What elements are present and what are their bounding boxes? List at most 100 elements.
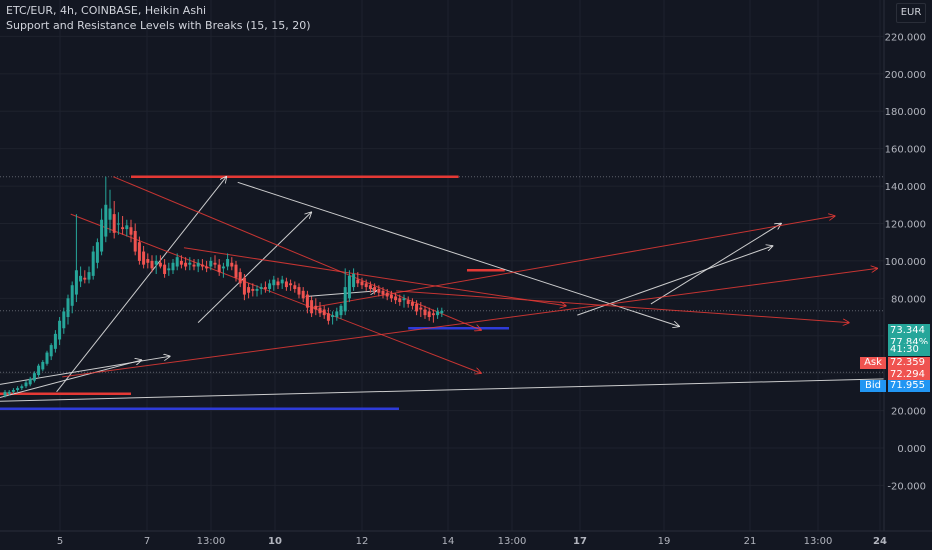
candle-body: [310, 300, 314, 314]
candle-body: [419, 307, 423, 310]
candle-body: [45, 352, 49, 364]
candle-body: [196, 262, 200, 267]
time-tick-label: 13:00: [498, 536, 527, 547]
trendline-red: [396, 290, 849, 323]
time-tick-label: 5: [57, 536, 63, 547]
candle-body: [66, 298, 70, 318]
price-axis[interactable]: 220.000 200.000 180.000 160.000 140.000 120.0…: [883, 0, 932, 550]
candle-body: [360, 281, 364, 286]
candle-body: [368, 285, 372, 289]
candle-body: [268, 283, 272, 289]
candle-body: [289, 283, 293, 286]
candle-body: [423, 309, 427, 316]
candle-body: [70, 285, 74, 306]
candle-body: [364, 283, 368, 288]
price-tick-label: 0.000: [897, 444, 926, 455]
candle-body: [125, 225, 129, 230]
time-tick-label: 12: [356, 536, 369, 547]
candle-body: [58, 320, 62, 340]
candle-body: [402, 298, 406, 301]
candle-body: [322, 309, 326, 316]
candle-body: [352, 273, 356, 288]
candle-body: [314, 305, 318, 310]
time-tick-label: 13:00: [197, 536, 226, 547]
candle-body: [41, 361, 45, 370]
candle-body: [7, 391, 11, 394]
candle-body: [217, 264, 221, 273]
candle-body: [137, 242, 141, 261]
candle-body: [129, 227, 133, 235]
grid: [0, 0, 884, 531]
candle-body: [284, 281, 288, 288]
price-tick-label: 140.000: [885, 182, 926, 193]
price-tick-label: 80.000: [891, 294, 926, 305]
candle-body: [24, 382, 28, 387]
time-tick-label: 10: [268, 536, 282, 547]
candle-body: [410, 302, 414, 306]
candle-body: [16, 388, 20, 390]
ask-value: 72.359: [890, 357, 925, 368]
candle-body: [331, 315, 335, 318]
time-tick-label: 19: [658, 536, 671, 547]
candle-body: [406, 300, 410, 304]
candle-body: [184, 262, 188, 267]
indicator-label[interactable]: Support and Resistance Levels with Break…: [6, 19, 311, 32]
trendline-red: [113, 176, 481, 330]
last-price-percent: 77.84%: [890, 337, 929, 348]
trendline-white: [0, 360, 142, 398]
candle-body: [389, 294, 393, 299]
candle-body: [343, 287, 347, 312]
bid-value: 71.955: [890, 380, 925, 391]
candle-body: [154, 260, 158, 265]
time-tick-label: 7: [144, 536, 150, 547]
candle-body: [205, 266, 209, 269]
candles: [3, 176, 444, 398]
candle-body: [179, 260, 183, 265]
price-tick-label: 100.000: [885, 257, 926, 268]
candle-body: [11, 389, 15, 392]
currency-button[interactable]: EUR: [896, 3, 926, 23]
ask-label: Ask: [860, 357, 886, 369]
candle-body: [381, 290, 385, 295]
candle-body: [146, 259, 150, 263]
price-tick-label: 160.000: [885, 145, 926, 156]
symbol-title[interactable]: ETC/EUR, 4h, COINBASE, Heikin Ashi: [6, 4, 207, 17]
time-axis[interactable]: 5 7 13:00 10 12 14 13:00 17 19 21 13:00 24: [0, 530, 932, 550]
candle-body: [247, 287, 251, 293]
price-tick-label: 20.000: [891, 407, 926, 418]
candle-body: [394, 296, 398, 301]
bid-label: Bid: [860, 380, 886, 392]
candle-body: [242, 277, 246, 295]
trendline-red: [62, 268, 877, 378]
candle-body: [440, 310, 444, 314]
candle-body: [377, 288, 381, 293]
price-axis-bg: [884, 0, 932, 550]
candle-body: [3, 391, 7, 396]
candle-body: [192, 264, 196, 267]
ask-value-tag: 72.359: [888, 357, 930, 369]
candle-body: [79, 275, 83, 282]
candle-body: [37, 365, 41, 376]
candle-body: [356, 279, 360, 284]
candle-body: [226, 259, 230, 267]
candle-body: [272, 279, 276, 286]
trendlines: [0, 177, 932, 402]
candle-body: [280, 279, 284, 284]
candle-body: [276, 281, 280, 286]
trendline-red: [311, 216, 835, 309]
trendline-white: [197, 212, 311, 323]
time-tick-label: 17: [573, 536, 587, 547]
countdown-value: 41:30: [890, 344, 919, 355]
trendline-white: [0, 377, 932, 402]
candle-body: [200, 264, 204, 267]
candle-body: [234, 264, 238, 278]
time-tick-label: 21: [744, 536, 757, 547]
candle-body: [339, 305, 343, 316]
candle-body: [20, 386, 24, 389]
last-price-value: 73.344: [890, 325, 925, 336]
candle-body: [133, 230, 137, 252]
mid-value-tag: 72.294: [888, 369, 930, 381]
candle-body: [104, 204, 108, 237]
